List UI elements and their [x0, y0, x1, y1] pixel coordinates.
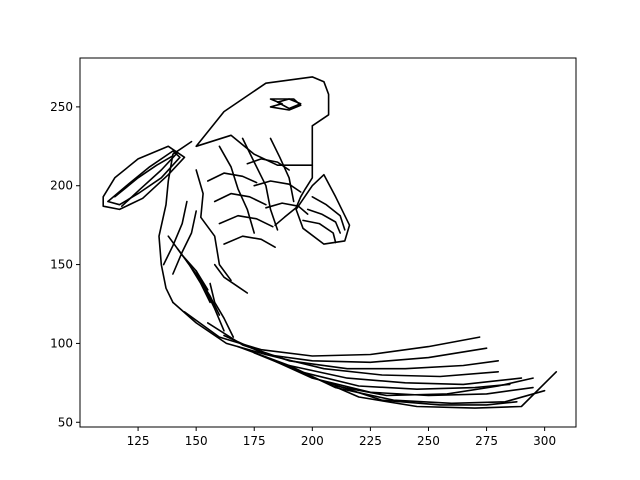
x-tick-label: 225	[359, 434, 382, 448]
series-line-20	[269, 358, 534, 397]
series-line-9	[121, 151, 179, 207]
series-line-24	[334, 377, 534, 397]
series-line-8	[114, 155, 174, 198]
series-line-34	[253, 180, 302, 193]
y-tick-label: 200	[50, 179, 73, 193]
series-line-37	[176, 248, 211, 304]
series-line-31	[218, 214, 274, 228]
series-line-42	[172, 210, 197, 275]
y-tick-label: 150	[50, 258, 73, 272]
series-line-14	[172, 301, 488, 364]
series-line-6	[102, 145, 186, 211]
y-tick-label: 100	[50, 336, 73, 350]
series-line-22	[299, 370, 558, 409]
series-line-32	[223, 235, 276, 248]
x-axis: 125 150 175 200 225 250 275 300	[127, 427, 556, 448]
series-line-35	[265, 202, 309, 215]
series-line-36	[167, 235, 209, 291]
plot-lines	[102, 76, 558, 409]
series-line-41	[162, 200, 188, 266]
series-line-1	[195, 76, 330, 166]
y-tick-label: 50	[58, 415, 73, 429]
x-tick-label: 200	[301, 434, 324, 448]
series-line-43	[213, 263, 249, 294]
x-tick-label: 250	[417, 434, 440, 448]
series-line-11	[306, 208, 342, 234]
series-line-25	[195, 169, 232, 282]
x-tick-label: 175	[243, 434, 266, 448]
series-line-17	[223, 334, 500, 378]
series-line-7	[107, 150, 181, 206]
series-line-29	[207, 172, 258, 184]
series-line-10	[295, 173, 351, 245]
y-tick-label: 250	[50, 100, 73, 114]
series-line-30	[213, 192, 267, 206]
series-line-3	[276, 98, 302, 110]
series-line-18	[237, 345, 523, 386]
series-line-12	[311, 196, 346, 231]
x-tick-label: 125	[127, 434, 150, 448]
axes-frame	[79, 57, 577, 428]
series-line-27	[241, 137, 279, 231]
series-line-23	[323, 380, 518, 406]
x-tick-label: 300	[533, 434, 556, 448]
series-line-15	[183, 311, 481, 357]
series-line-13	[302, 219, 337, 244]
series-line-2	[269, 98, 302, 111]
x-tick-label: 275	[475, 434, 498, 448]
series-line-16	[207, 322, 500, 370]
x-tick-label: 150	[185, 434, 208, 448]
y-axis: 50 100 150 200 250	[50, 100, 80, 429]
series-line-39	[195, 270, 225, 332]
series-line-40	[209, 282, 235, 338]
series-line-5	[274, 164, 314, 226]
series-line-33	[246, 158, 290, 171]
